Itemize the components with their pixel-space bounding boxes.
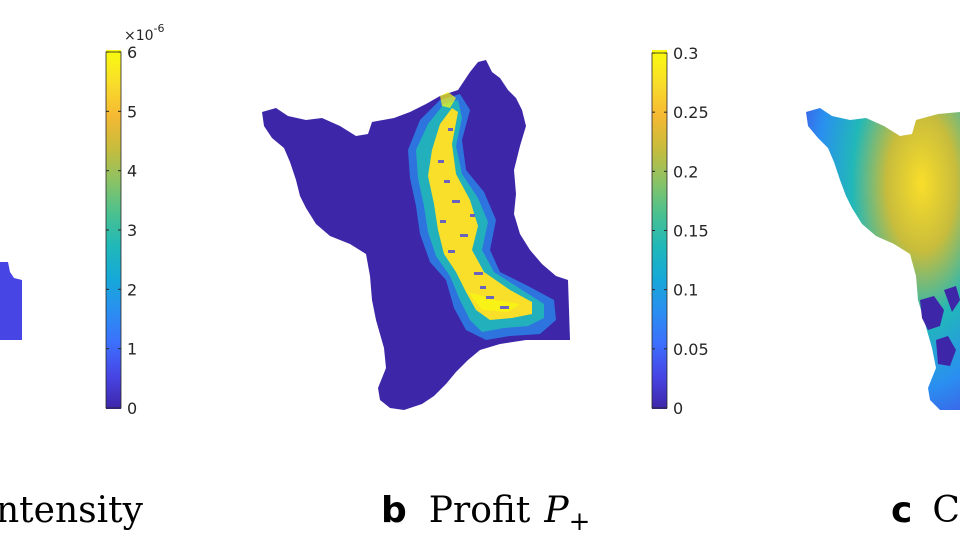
- panel-b-colorbar-tick-label: 0: [673, 399, 683, 418]
- panel-a-colorbar-tick-label: 2: [127, 280, 137, 299]
- panel-a-colorbar-tick-label: 0: [127, 399, 137, 418]
- panel-a-colorbar-tick-label: 4: [127, 162, 137, 181]
- panel-a-colorbar-tick-label: 6: [127, 43, 137, 62]
- panel-b-colorbar: [652, 50, 667, 409]
- panel-b-colorbar-tick-label: 0.15: [673, 222, 709, 241]
- panel-b-caption: b Profit P+: [381, 490, 590, 537]
- panel-c-caption-letter: c: [891, 490, 912, 531]
- panel-b-caption-subscript: +: [569, 507, 591, 537]
- panel-a-colorbar-outline: [105, 51, 122, 409]
- panel-b-colorbar-tick-label: 0.05: [673, 340, 709, 359]
- panel-a-colorbar: [106, 50, 121, 409]
- panel-a-colorbar-ticks: 0 1 2 3 4 5 6: [105, 43, 137, 418]
- panel-b-region-map: [262, 60, 570, 410]
- panel-a-colorbar-tick-label: 3: [127, 221, 137, 240]
- panel-a-colorbar-tick-label: 1: [127, 340, 137, 359]
- panel-b-profit-high: [428, 108, 532, 320]
- panel-b-colorbar-outline: [651, 52, 668, 409]
- panel-b-texture: [438, 128, 509, 309]
- panel-b-caption-text: Profit: [429, 490, 531, 531]
- panel-b-caption-math: P: [543, 490, 569, 531]
- panel-a-colorbar-exponent: ×10-6: [124, 22, 165, 44]
- panel-a-map-fragment: [0, 262, 22, 340]
- panel-a: 0 1 2 3 4 5 6 ×10-6 ntensity: [0, 22, 165, 531]
- panel-b-colorbar-ticks: 0 0.05 0.1 0.15 0.2 0.25 0.3: [651, 44, 709, 418]
- panel-b: 0 0.05 0.1 0.15 0.2 0.25 0.3 b Profit P+: [262, 44, 709, 537]
- panel-c-region-map: [806, 108, 960, 410]
- panel-a-colorbar-tick-label: 5: [127, 102, 137, 121]
- panel-b-colorbar-tick-label: 0.3: [673, 44, 698, 63]
- panel-b-caption-letter: b: [381, 490, 407, 531]
- panel-b-colorbar-tick-label: 0.2: [673, 162, 698, 181]
- panel-b-colorbar-tick-label: 0.25: [673, 103, 709, 122]
- panel-b-colorbar-tick-label: 0.1: [673, 281, 698, 300]
- panel-a-caption: ntensity: [0, 490, 144, 531]
- panel-c-dark-patches: [920, 286, 960, 366]
- panel-c-caption-text: C: [932, 490, 960, 531]
